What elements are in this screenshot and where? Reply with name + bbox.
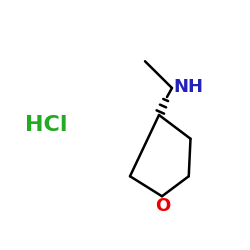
Text: NH: NH <box>173 78 203 96</box>
Text: O: O <box>156 197 171 215</box>
Text: HCl: HCl <box>25 115 68 135</box>
